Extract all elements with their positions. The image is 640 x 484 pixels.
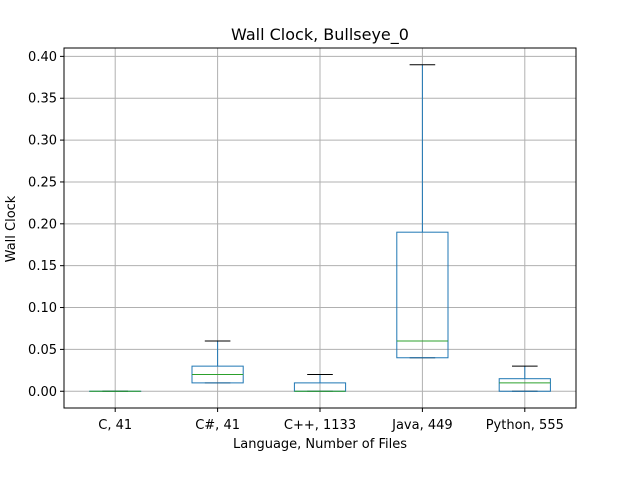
x-tick-label: C, 41 bbox=[98, 418, 132, 433]
chart-title: Wall Clock, Bullseye_0 bbox=[231, 25, 409, 45]
axis-ticks: 0.00 0.05 0.10 0.15 0.20 0.25 0.30 0.35 0.40 C, 4… bbox=[28, 50, 564, 433]
y-axis-label: Wall Clock bbox=[4, 195, 19, 262]
y-tick-label: 0.40 bbox=[28, 50, 57, 65]
x-tick-label: Python, 555 bbox=[486, 418, 564, 433]
grid-lines bbox=[64, 48, 576, 408]
y-tick-label: 0.00 bbox=[28, 385, 57, 400]
y-tick-label: 0.25 bbox=[28, 175, 57, 190]
y-tick-label: 0.15 bbox=[28, 259, 57, 274]
y-tick-label: 0.35 bbox=[28, 92, 57, 107]
y-tick-label: 0.05 bbox=[28, 343, 57, 358]
y-tick-label: 0.20 bbox=[28, 217, 57, 232]
x-tick-label: C++, 1133 bbox=[284, 418, 356, 433]
y-tick-label: 0.10 bbox=[28, 301, 57, 316]
x-axis-label: Language, Number of Files bbox=[233, 437, 407, 452]
x-tick-label: C#, 41 bbox=[195, 418, 240, 433]
y-tick-label: 0.30 bbox=[28, 134, 57, 149]
x-tick-label: Java, 449 bbox=[391, 418, 453, 433]
